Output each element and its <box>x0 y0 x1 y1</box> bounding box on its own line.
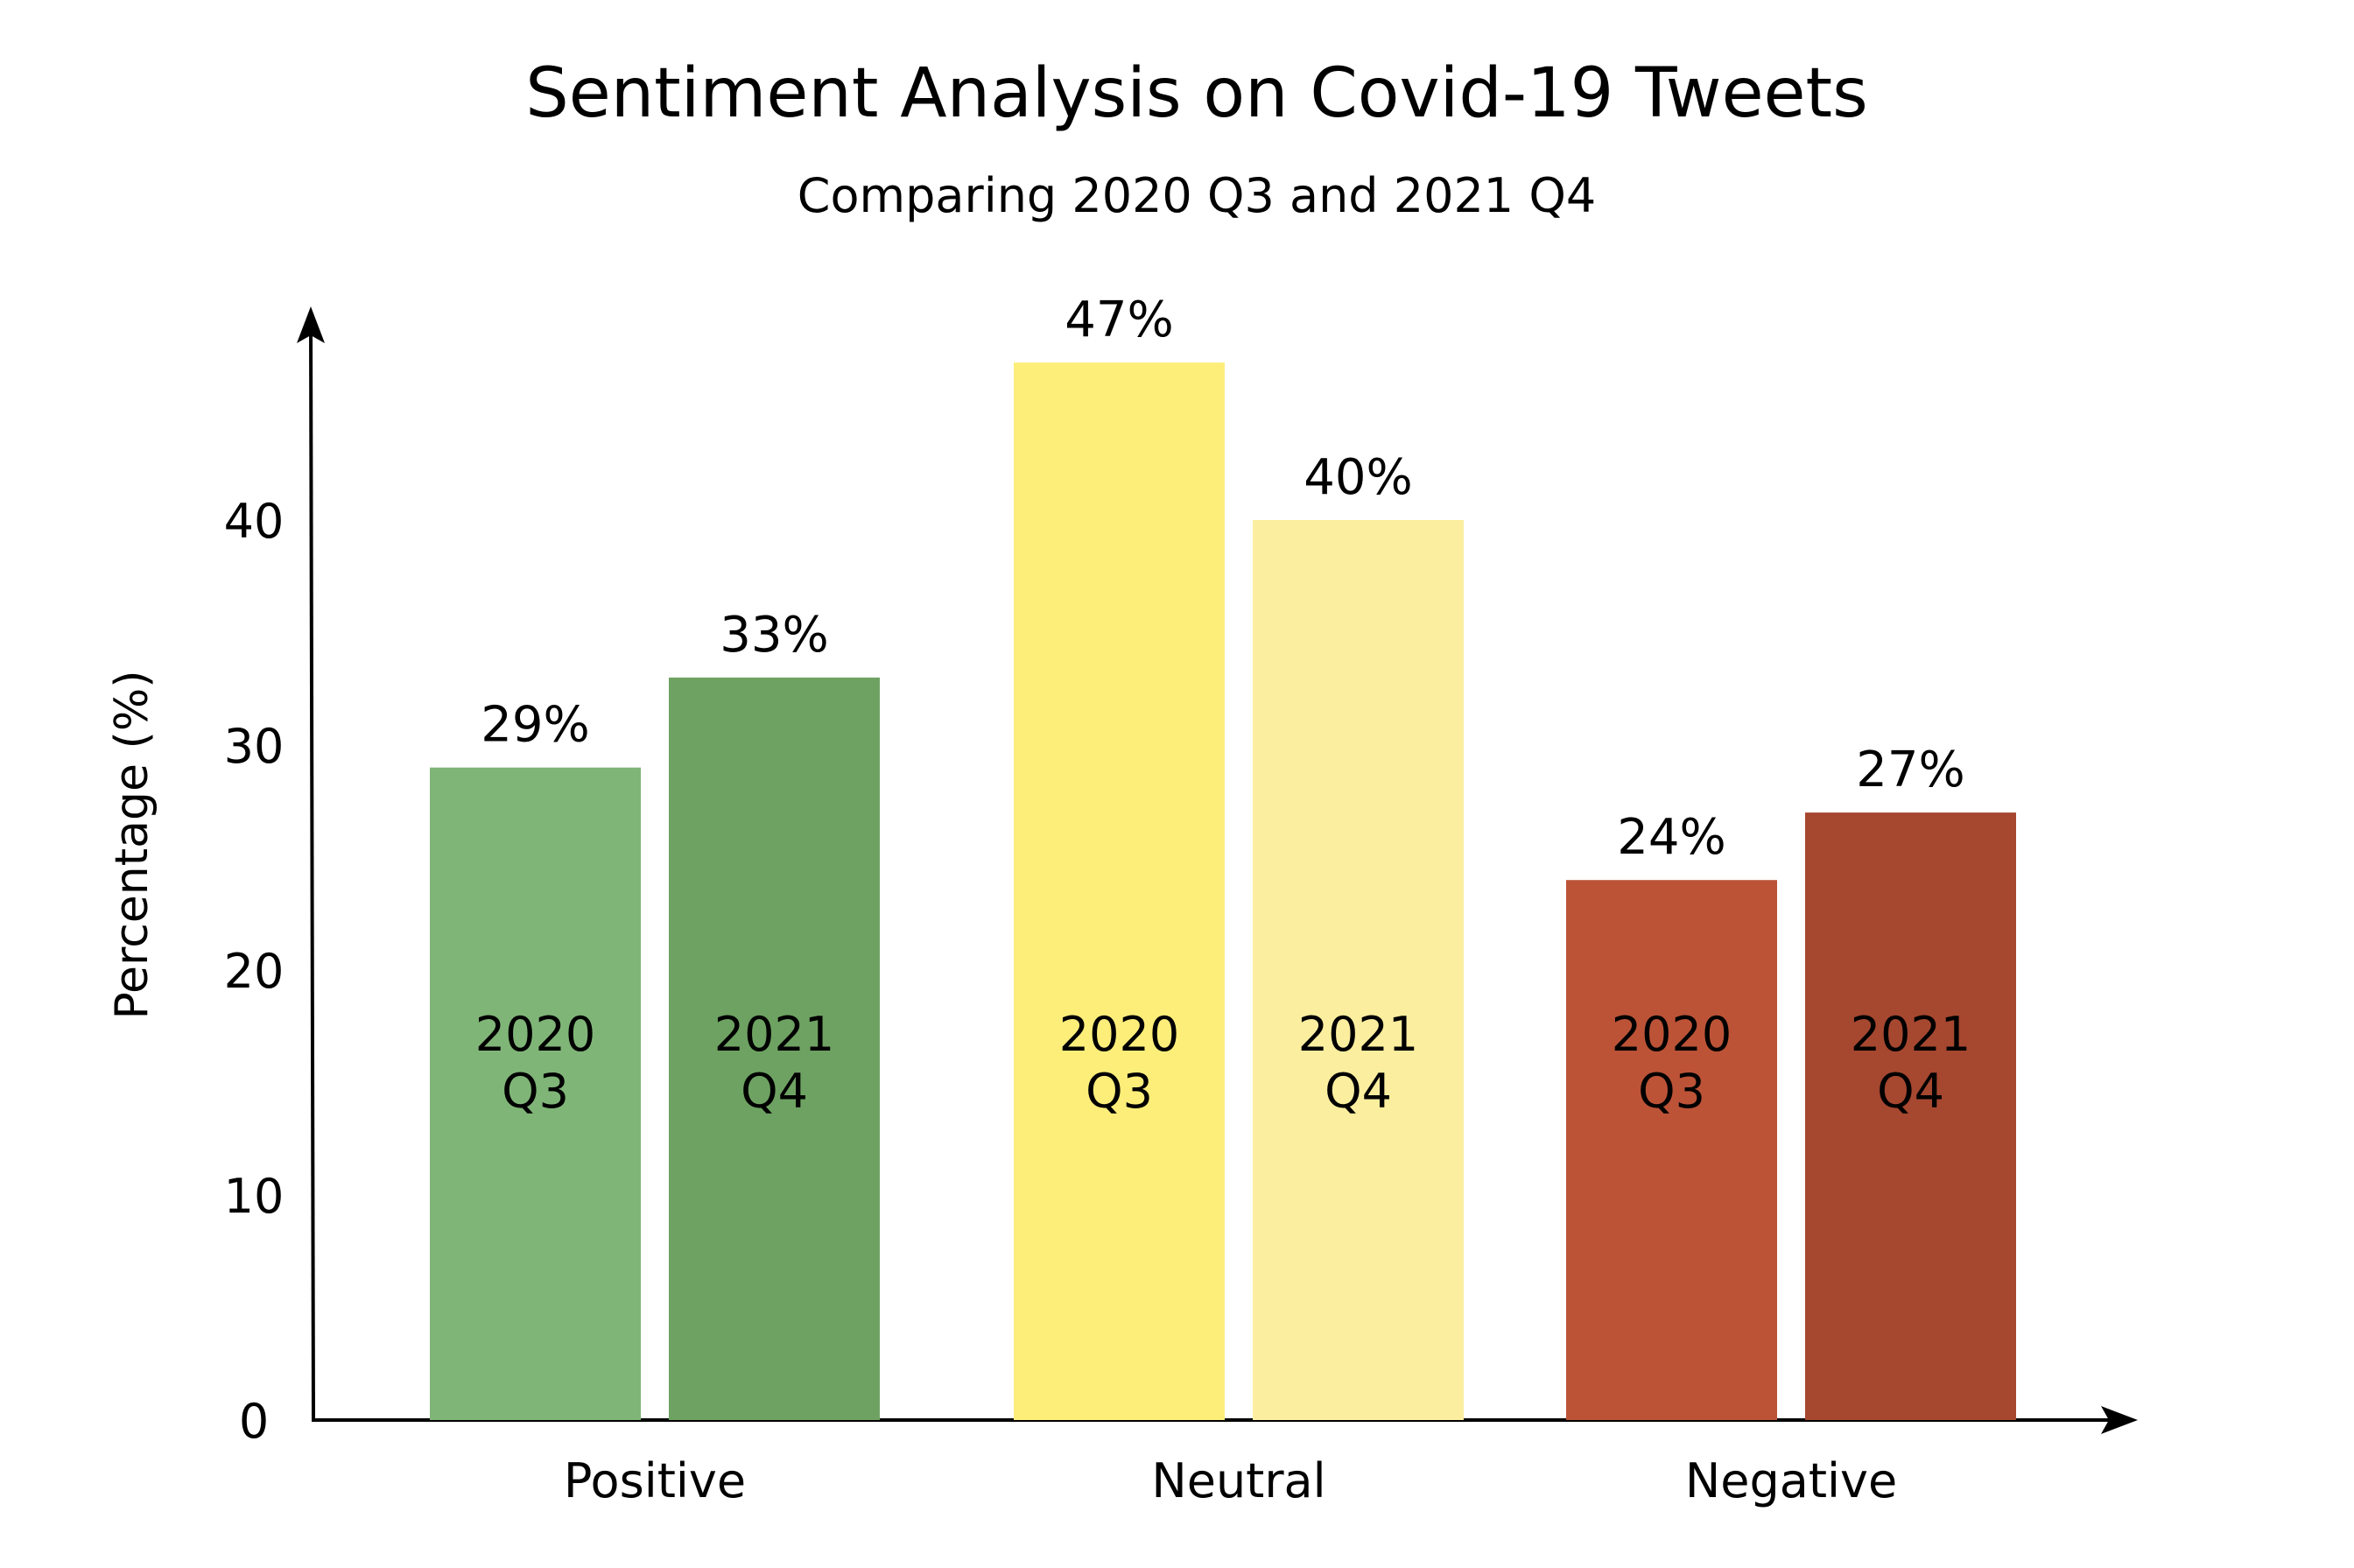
bar-period-year: 2021 <box>1851 1007 1971 1062</box>
bar-period-quarter: Q3 <box>1638 1064 1705 1119</box>
y-tick-label: 0 <box>239 1394 269 1449</box>
category-labels: Positive Neutral Negative <box>564 1453 1897 1508</box>
bar-negative-2020 <box>1566 880 1777 1420</box>
y-axis-line <box>309 323 315 1421</box>
bars: 29%2020Q333%2021Q447%2020Q340%2021Q424%2… <box>430 292 2016 1421</box>
y-tick-label: 40 <box>224 494 285 549</box>
bar-period-quarter: Q4 <box>1325 1064 1392 1119</box>
bar-neutral-2020 <box>1014 362 1225 1421</box>
chart-title: Sentiment Analysis on Covid-19 Tweets <box>525 54 1868 133</box>
bar-positive-2020 <box>430 767 641 1420</box>
bar-period-quarter: Q4 <box>741 1064 808 1119</box>
y-tick-label: 30 <box>224 719 285 774</box>
bar-period-quarter: Q3 <box>1086 1064 1153 1119</box>
bar-period-quarter: Q3 <box>502 1064 569 1119</box>
bar-period-year: 2020 <box>1612 1007 1732 1062</box>
bar-negative-2021 <box>1805 812 2016 1420</box>
bar-value-label: 27% <box>1856 742 1964 798</box>
y-tick-label: 10 <box>224 1169 285 1224</box>
chart-subtitle: Comparing 2020 Q3 and 2021 Q4 <box>798 168 1596 223</box>
bar-value-label: 29% <box>481 697 589 754</box>
y-tick-label: 20 <box>224 944 285 999</box>
category-label-negative: Negative <box>1685 1453 1897 1508</box>
bar-value-label: 47% <box>1065 292 1173 348</box>
bar-period-year: 2020 <box>1059 1007 1179 1062</box>
bar-period-quarter: Q4 <box>1877 1064 1944 1119</box>
y-tick-labels: 0 10 20 30 40 <box>224 494 285 1449</box>
bar-period-year: 2020 <box>475 1007 595 1062</box>
y-axis <box>297 306 325 1421</box>
bar-value-label: 40% <box>1303 449 1412 506</box>
category-label-positive: Positive <box>564 1453 746 1508</box>
bar-value-label: 24% <box>1617 809 1725 866</box>
y-axis-arrow-icon <box>297 306 325 343</box>
bar-neutral-2021 <box>1253 520 1464 1420</box>
category-label-neutral: Neutral <box>1151 1453 1325 1508</box>
bar-positive-2021 <box>669 677 880 1420</box>
x-axis-arrow-icon <box>2101 1406 2138 1434</box>
y-axis-label: Percentage (%) <box>106 670 158 1019</box>
bar-value-label: 33% <box>720 607 828 664</box>
bar-period-year: 2021 <box>714 1007 834 1062</box>
bar-period-year: 2021 <box>1298 1007 1418 1062</box>
